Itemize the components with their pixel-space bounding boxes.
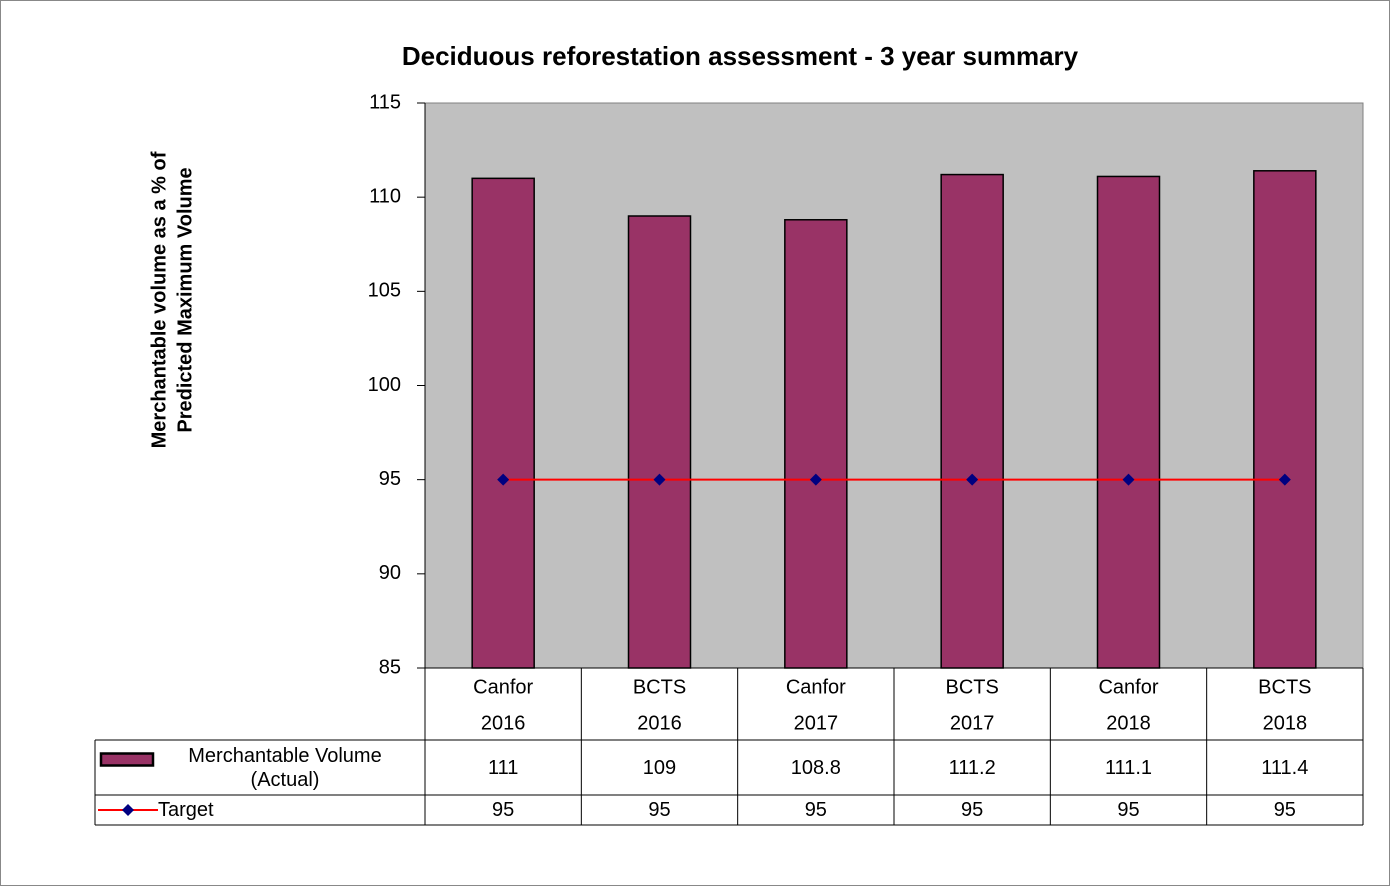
x-tick-label: 2016	[637, 712, 682, 734]
target-marker	[1278, 473, 1291, 486]
bar	[1096, 175, 1161, 669]
bar	[627, 215, 692, 669]
x-tick-label: BCTS	[1258, 676, 1311, 698]
legend-label: Target	[158, 799, 214, 821]
x-tick-label: Canfor	[473, 676, 533, 698]
y-tick-label: 90	[379, 562, 401, 584]
legend-marker	[122, 804, 134, 816]
bar	[1253, 170, 1317, 669]
x-tick-label: Canfor	[786, 676, 846, 698]
target-marker	[809, 473, 822, 486]
target-marker	[497, 473, 510, 486]
legend-label: Merchantable Volume (Actual)	[188, 744, 382, 791]
x-tick-label: 2018	[1263, 712, 1308, 734]
y-tick-label: 100	[368, 374, 401, 396]
data-table-value: 95	[961, 799, 984, 821]
data-table-value: 108.8	[790, 756, 841, 779]
x-tick-label: 2017	[794, 712, 839, 734]
x-tick-label: BCTS	[633, 676, 686, 698]
y-tick-label: 95	[379, 468, 401, 490]
data-table-value: 95	[1117, 799, 1140, 821]
bar	[940, 173, 1004, 669]
data-table-value: 111.4	[1261, 756, 1309, 779]
y-tick-label: 110	[369, 185, 401, 207]
x-tick-label: BCTS	[945, 676, 998, 698]
bar	[784, 219, 848, 669]
y-tick-label: 105	[368, 280, 401, 302]
data-table-value: 109	[642, 756, 677, 779]
x-tick-label: 2018	[1106, 712, 1151, 734]
x-tick-label: Canfor	[1098, 676, 1158, 698]
target-marker	[653, 473, 666, 486]
x-tick-label: 2016	[481, 712, 526, 734]
chart-title: Deciduous reforestation assessment - 3 y…	[402, 41, 1079, 71]
y-tick-label: 85	[379, 656, 401, 678]
data-table-value: 95	[648, 799, 671, 821]
target-marker	[1122, 473, 1135, 486]
plot-area	[424, 102, 1364, 669]
x-tick-label: 2017	[950, 712, 995, 734]
data-table-value: 111.2	[948, 756, 996, 779]
data-table-value: 95	[804, 799, 827, 821]
data-table-value: 95	[492, 799, 515, 821]
data-table-value: 95	[1273, 799, 1296, 821]
y-axis-title: Merchantable volume as a % of	[148, 151, 170, 448]
data-table-value: 111.1	[1104, 756, 1153, 779]
bar	[471, 177, 535, 669]
data-table-value: 111	[487, 756, 519, 779]
y-tick-label: 115	[369, 91, 401, 113]
legend-swatch	[99, 752, 155, 767]
target-marker	[966, 473, 979, 486]
y-axis-title: Predicted Maximum Volume	[174, 167, 196, 432]
